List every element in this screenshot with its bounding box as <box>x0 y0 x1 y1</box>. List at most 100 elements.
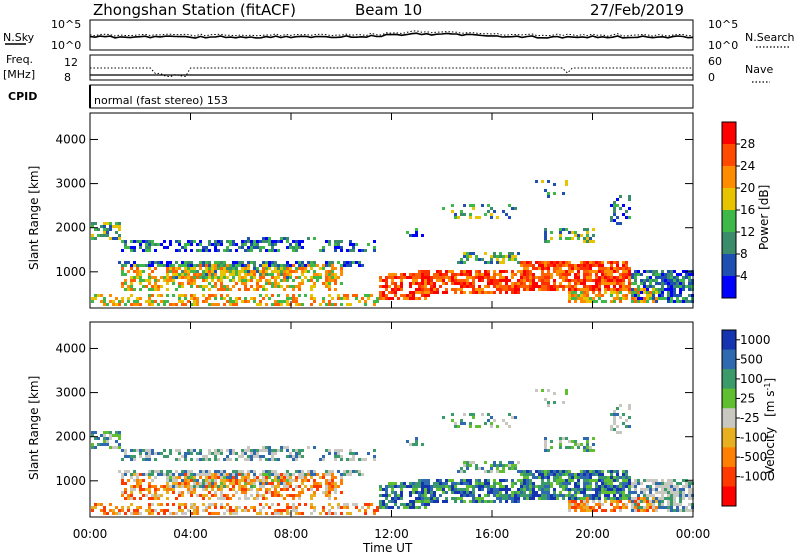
echo-cell <box>256 285 259 288</box>
echo-cell <box>280 512 283 515</box>
colorbar-segment-3 <box>722 188 736 211</box>
echo-cell <box>523 470 526 473</box>
echo-cell <box>136 476 139 479</box>
echo-cell <box>319 249 322 252</box>
echo-cell <box>607 261 610 264</box>
echo-cell <box>214 506 217 509</box>
echo-cell <box>475 500 478 503</box>
echo-cell <box>472 207 475 210</box>
echo-cell <box>178 264 181 267</box>
echo-cell <box>592 506 595 509</box>
echo-cell <box>208 288 211 291</box>
echo-cell <box>649 500 652 503</box>
echo-cell <box>310 288 313 291</box>
echo-cell <box>265 294 268 297</box>
echo-cell <box>481 291 484 294</box>
echo-cell <box>565 437 568 440</box>
echo-cell <box>208 497 211 500</box>
echo-cell <box>355 470 358 473</box>
echo-cell <box>601 294 604 297</box>
echo-cell <box>196 285 199 288</box>
echo-cell <box>151 243 154 246</box>
echo-cell <box>673 300 676 303</box>
echo-cell <box>286 300 289 303</box>
echo-cell <box>589 470 592 473</box>
echo-cell <box>190 294 193 297</box>
echo-cell <box>220 479 223 482</box>
echo-cell <box>223 485 226 488</box>
echo-cell <box>241 267 244 270</box>
echo-cell <box>460 273 463 276</box>
echo-cell <box>619 404 622 407</box>
echo-cell <box>415 500 418 503</box>
echo-cell <box>595 470 598 473</box>
echo-cell <box>637 270 640 273</box>
echo-cell <box>553 282 556 285</box>
echo-cell <box>562 494 565 497</box>
echo-cell <box>571 279 574 282</box>
echo-cell <box>493 461 496 464</box>
echo-cell <box>289 473 292 476</box>
echo-cell <box>418 270 421 273</box>
echo-cell <box>469 479 472 482</box>
echo-cell <box>298 294 301 297</box>
echo-cell <box>526 485 529 488</box>
echo-cell <box>232 276 235 279</box>
echo-cell <box>559 491 562 494</box>
echo-cell <box>280 300 283 303</box>
echo-cell <box>670 288 673 291</box>
echo-cell <box>154 276 157 279</box>
echo-cell <box>586 446 589 449</box>
echo-cell <box>367 243 370 246</box>
echo-cell <box>460 467 463 470</box>
echo-cell <box>640 497 643 500</box>
echo-cell <box>607 479 610 482</box>
echo-cell <box>535 261 538 264</box>
echo-cell <box>580 279 583 282</box>
echo-cell <box>412 485 415 488</box>
echo-cell <box>454 482 457 485</box>
echo-cell <box>127 497 130 500</box>
echo-cell <box>301 270 304 273</box>
echo-cell <box>280 449 283 452</box>
echo-cell <box>415 276 418 279</box>
echo-cell <box>490 467 493 470</box>
echo-cell <box>121 273 124 276</box>
colorbar-label-4: -25 <box>740 411 760 425</box>
echo-cell <box>499 494 502 497</box>
echo-cell <box>268 282 271 285</box>
echo-cell <box>547 180 550 183</box>
echo-cell <box>511 494 514 497</box>
echo-cell <box>547 195 550 198</box>
echo-cell <box>682 506 685 509</box>
echo-cell <box>610 300 613 303</box>
echo-cell <box>295 458 298 461</box>
echo-cell <box>451 273 454 276</box>
echo-cell <box>130 285 133 288</box>
echo-cell <box>517 479 520 482</box>
echo-cell <box>280 270 283 273</box>
echo-cell <box>628 276 631 279</box>
echo-cell <box>139 297 142 300</box>
nave-tick-top: 60 <box>708 55 722 68</box>
echo-cell <box>184 512 187 515</box>
echo-cell <box>592 473 595 476</box>
echo-cell <box>175 479 178 482</box>
echo-cell <box>208 297 211 300</box>
echo-cell <box>568 500 571 503</box>
echo-cell <box>259 488 262 491</box>
echo-cell <box>586 231 589 234</box>
echo-cell <box>544 237 547 240</box>
echo-cell <box>385 282 388 285</box>
echo-cell <box>208 503 211 506</box>
echo-cell <box>601 482 604 485</box>
echo-cell <box>121 249 124 252</box>
echo-cell <box>271 479 274 482</box>
echo-cell <box>628 494 631 497</box>
echo-cell <box>277 509 280 512</box>
echo-cell <box>172 273 175 276</box>
echo-cell <box>103 303 106 306</box>
echo-cell <box>154 285 157 288</box>
echo-cell <box>625 285 628 288</box>
echo-cell <box>334 276 337 279</box>
